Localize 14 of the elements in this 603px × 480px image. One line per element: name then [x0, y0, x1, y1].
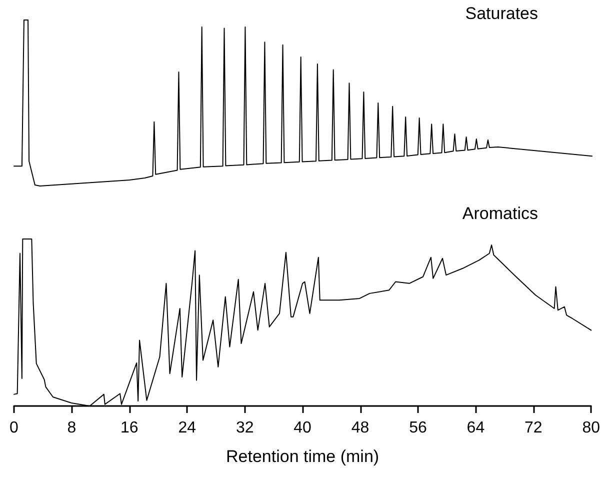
x-tick-label: 24: [178, 420, 196, 436]
x-tick-label: 8: [67, 420, 76, 436]
x-tick-label: 40: [294, 420, 312, 436]
chart-title: Aromatics: [462, 204, 538, 223]
x-tick-label: 56: [409, 420, 427, 436]
x-axis-title: Retention time (min): [226, 447, 380, 466]
x-tick-label: 0: [10, 420, 19, 436]
x-tick-label: 64: [466, 420, 485, 436]
x-tick-label: 80: [582, 420, 600, 436]
x-tick-label: 32: [236, 420, 254, 436]
x-tick-label: 16: [120, 420, 138, 436]
chart-title: Saturates: [465, 4, 538, 23]
x-tick-label: 48: [351, 420, 370, 436]
x-tick-label: 72: [524, 420, 542, 436]
